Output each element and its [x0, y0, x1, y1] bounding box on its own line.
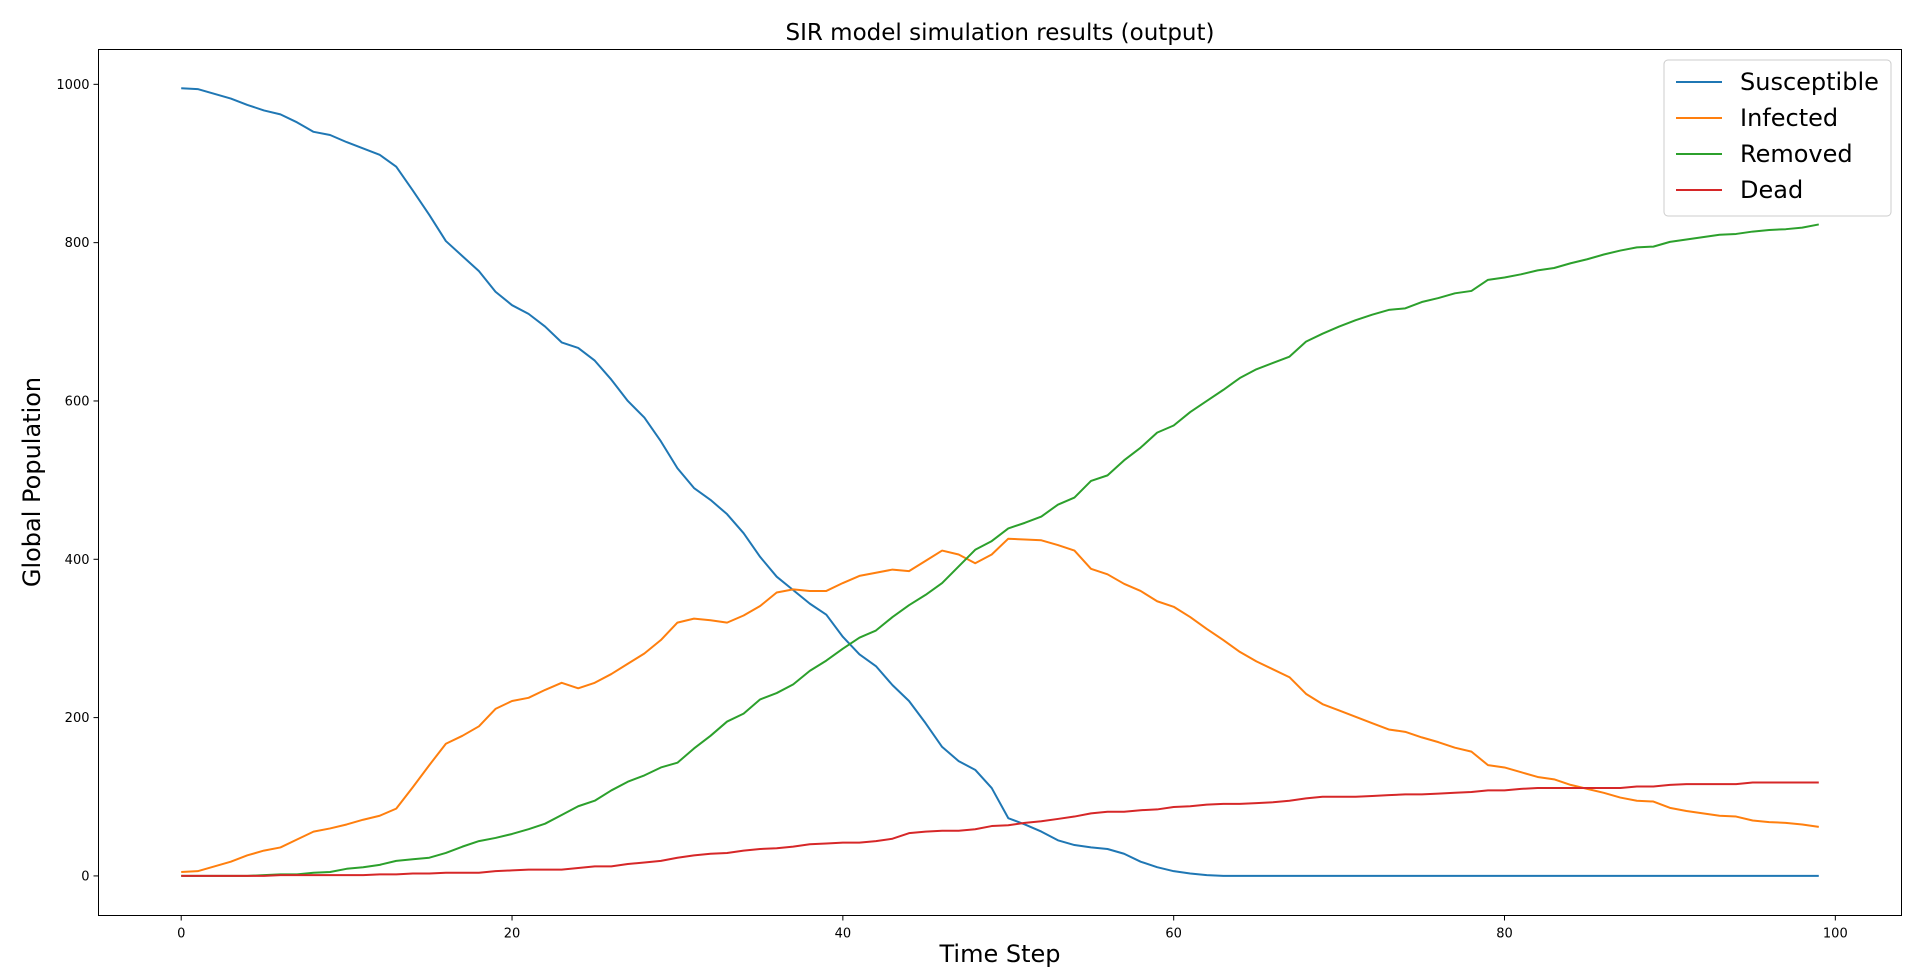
y-tick-label: 1000	[56, 78, 89, 93]
series-line-susceptible	[181, 87, 1819, 877]
x-axis-ticks: 0 20 40 60 80 100	[177, 915, 1848, 942]
x-tick-label: 80	[1496, 927, 1513, 942]
y-tick-label: 200	[65, 711, 90, 726]
y-axis-label: Global Population	[18, 377, 46, 587]
x-tick-label: 20	[504, 927, 521, 942]
x-tick-label: 0	[177, 927, 185, 942]
legend-label-dead: Dead	[1740, 176, 1803, 204]
x-tick-label: 100	[1823, 927, 1848, 942]
chart-title: SIR model simulation results (output)	[786, 20, 1215, 46]
plot-frame	[98, 49, 1902, 916]
plot-area	[181, 87, 1819, 877]
legend-label-removed: Removed	[1740, 140, 1853, 168]
series-line-removed	[181, 223, 1819, 877]
series-line-infected	[181, 537, 1819, 873]
y-tick-label: 400	[65, 553, 90, 568]
x-tick-label: 60	[1165, 927, 1182, 942]
legend-label-susceptible: Susceptible	[1740, 68, 1879, 96]
y-tick-label: 800	[65, 236, 90, 251]
y-tick-label: 600	[65, 394, 90, 409]
legend-box	[1663, 59, 1892, 217]
legend-label-infected: Infected	[1740, 104, 1838, 132]
legend: Susceptible Infected Removed Dead	[1663, 59, 1892, 217]
y-axis-ticks: 0 200 400 600 800 1000	[56, 78, 99, 884]
series-line-dead	[181, 781, 1819, 877]
x-tick-label: 40	[835, 927, 852, 942]
x-axis-label: Time Step	[938, 940, 1060, 968]
y-tick-label: 0	[81, 869, 89, 884]
